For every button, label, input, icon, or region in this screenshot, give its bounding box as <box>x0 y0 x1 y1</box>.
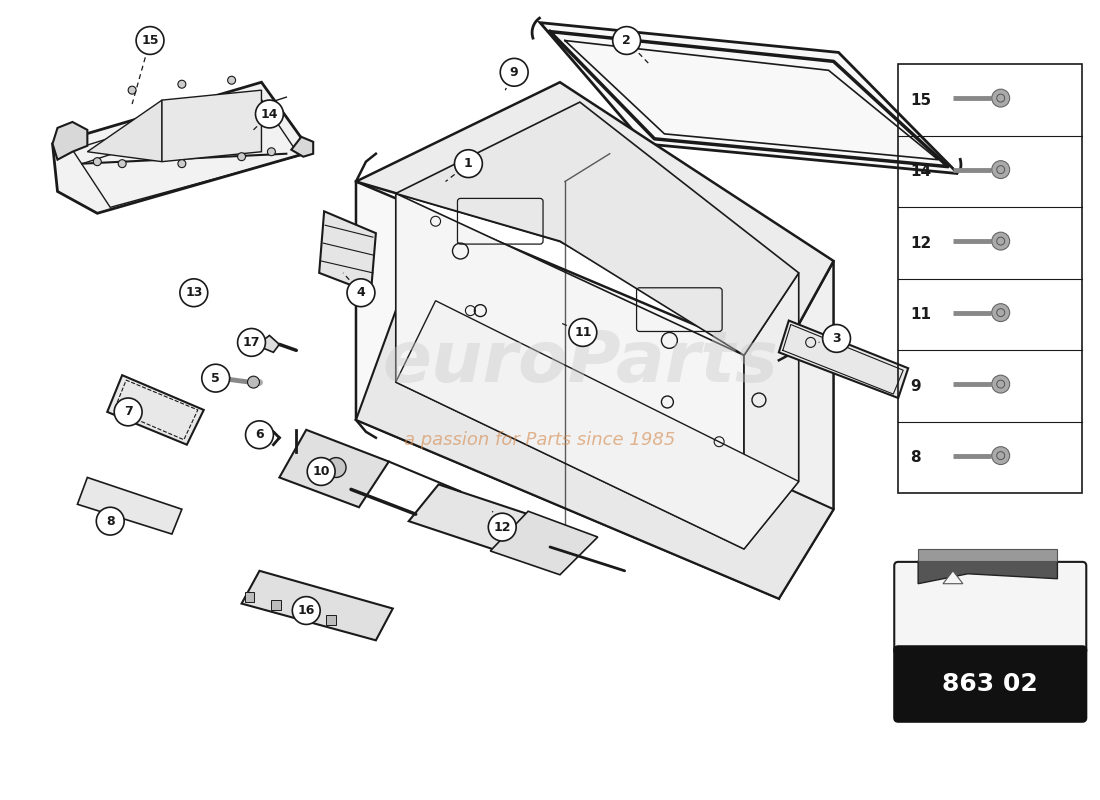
Text: 1: 1 <box>464 157 473 170</box>
Polygon shape <box>491 511 597 574</box>
Circle shape <box>823 325 850 352</box>
Circle shape <box>97 507 124 535</box>
Circle shape <box>488 514 516 541</box>
Circle shape <box>118 160 127 168</box>
Polygon shape <box>162 90 262 162</box>
Circle shape <box>94 158 101 166</box>
Circle shape <box>613 26 640 54</box>
Circle shape <box>992 446 1010 465</box>
Polygon shape <box>779 261 834 598</box>
Circle shape <box>248 376 260 388</box>
FancyBboxPatch shape <box>272 600 282 610</box>
Polygon shape <box>77 478 182 534</box>
Text: euroParts: euroParts <box>382 328 778 397</box>
Text: 15: 15 <box>910 93 932 107</box>
Text: 16: 16 <box>297 604 315 617</box>
Circle shape <box>326 458 346 478</box>
Polygon shape <box>87 100 162 162</box>
Polygon shape <box>779 321 909 398</box>
Circle shape <box>128 86 136 94</box>
Polygon shape <box>356 310 834 598</box>
Polygon shape <box>943 571 962 584</box>
Text: 17: 17 <box>243 336 261 349</box>
Circle shape <box>293 597 320 625</box>
Text: 15: 15 <box>141 34 158 47</box>
Circle shape <box>992 89 1010 107</box>
Text: 14: 14 <box>910 164 932 179</box>
Text: 7: 7 <box>124 406 132 418</box>
Polygon shape <box>409 485 558 561</box>
Text: 13: 13 <box>185 286 202 299</box>
Text: 6: 6 <box>255 428 264 442</box>
FancyBboxPatch shape <box>894 646 1087 722</box>
Polygon shape <box>396 194 744 549</box>
Polygon shape <box>292 137 313 157</box>
Text: 11: 11 <box>910 307 932 322</box>
Polygon shape <box>918 561 1057 584</box>
Polygon shape <box>540 22 958 174</box>
Circle shape <box>992 375 1010 393</box>
FancyBboxPatch shape <box>298 607 308 618</box>
Text: 9: 9 <box>910 378 921 394</box>
Circle shape <box>201 364 230 392</box>
Text: 12: 12 <box>910 235 932 250</box>
Text: 14: 14 <box>261 107 278 121</box>
Polygon shape <box>744 273 799 549</box>
Circle shape <box>180 279 208 306</box>
Circle shape <box>245 421 274 449</box>
Circle shape <box>307 458 336 486</box>
Circle shape <box>569 318 597 346</box>
Polygon shape <box>319 211 376 293</box>
Circle shape <box>992 232 1010 250</box>
Polygon shape <box>53 122 87 160</box>
Text: 4: 4 <box>356 286 365 299</box>
Circle shape <box>136 26 164 54</box>
Text: 11: 11 <box>574 326 592 339</box>
Circle shape <box>114 398 142 426</box>
Text: 10: 10 <box>312 465 330 478</box>
Polygon shape <box>356 82 834 360</box>
Text: 9: 9 <box>510 66 518 78</box>
Polygon shape <box>918 549 1057 561</box>
Circle shape <box>228 76 235 84</box>
Text: 8: 8 <box>106 514 114 528</box>
Text: 863 02: 863 02 <box>943 672 1038 696</box>
Text: 8: 8 <box>910 450 921 465</box>
Circle shape <box>267 148 275 156</box>
Polygon shape <box>53 82 311 214</box>
Polygon shape <box>256 335 279 352</box>
Circle shape <box>255 100 284 128</box>
Circle shape <box>500 58 528 86</box>
FancyBboxPatch shape <box>326 615 337 626</box>
Polygon shape <box>279 430 388 507</box>
Circle shape <box>346 279 375 306</box>
Polygon shape <box>356 182 779 598</box>
FancyBboxPatch shape <box>894 562 1087 654</box>
Polygon shape <box>396 301 799 549</box>
Polygon shape <box>107 375 204 445</box>
Circle shape <box>992 161 1010 178</box>
Circle shape <box>454 150 482 178</box>
Polygon shape <box>396 102 799 355</box>
Circle shape <box>992 304 1010 322</box>
Circle shape <box>238 153 245 161</box>
Circle shape <box>238 329 265 356</box>
Circle shape <box>178 80 186 88</box>
FancyBboxPatch shape <box>244 592 254 602</box>
Text: 5: 5 <box>211 372 220 385</box>
Text: 3: 3 <box>833 332 840 345</box>
Text: 2: 2 <box>623 34 631 47</box>
Circle shape <box>178 160 186 168</box>
Text: 12: 12 <box>494 521 512 534</box>
Text: a passion for Parts since 1985: a passion for Parts since 1985 <box>405 430 675 449</box>
Polygon shape <box>242 571 393 640</box>
